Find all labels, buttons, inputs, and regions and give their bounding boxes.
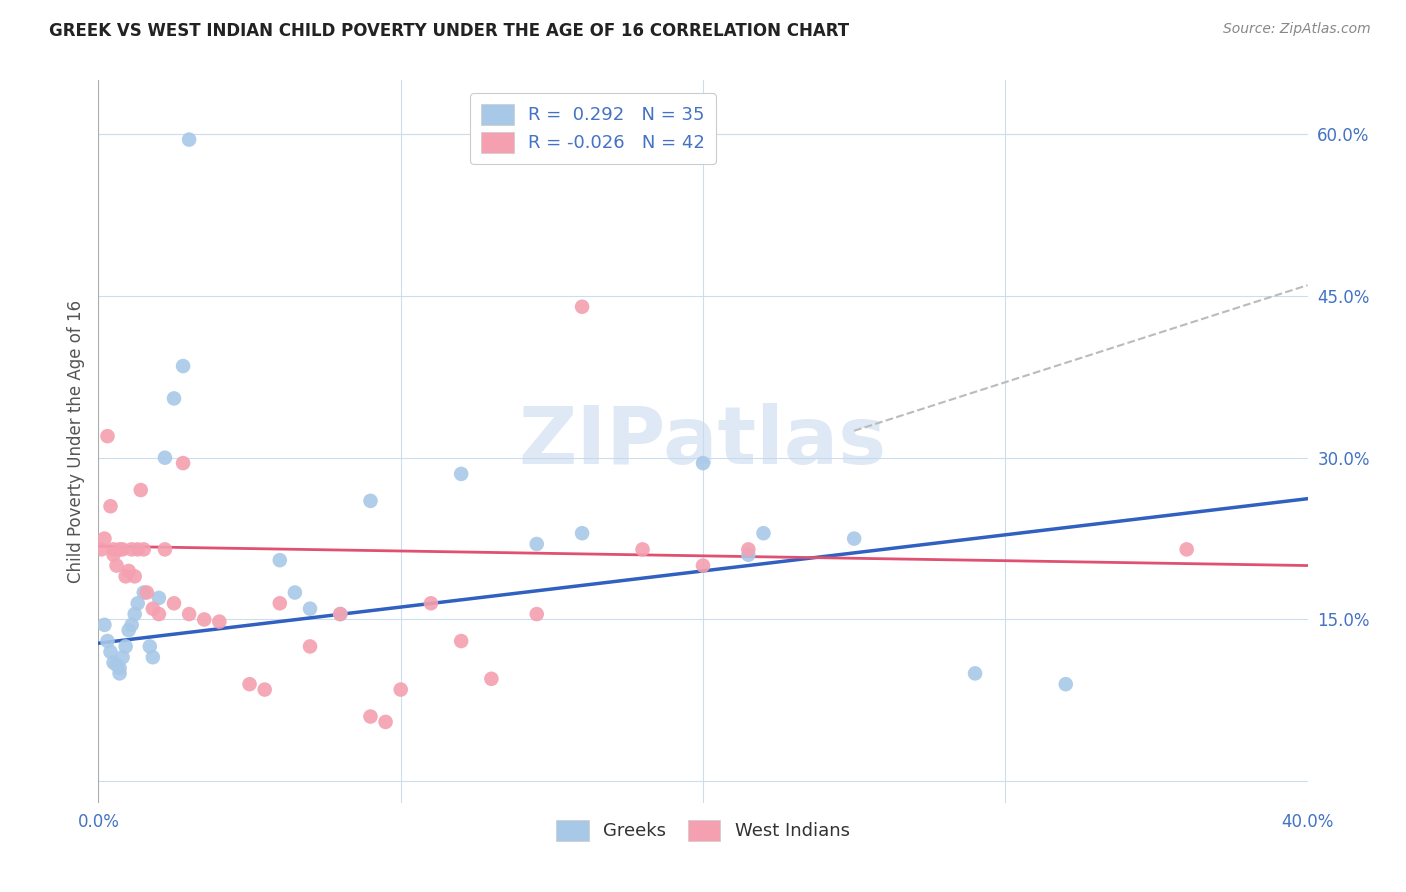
Point [360,709,382,723]
Point [571,300,593,314]
Point [631,542,654,557]
Point [450,634,472,648]
Point [239,677,262,691]
Point [1054,677,1077,691]
Point [965,666,987,681]
Point [93,532,115,546]
Point [153,450,176,465]
Point [329,607,352,621]
Point [844,532,866,546]
Point [299,640,322,654]
Point [284,585,307,599]
Point [208,615,231,629]
Point [420,596,443,610]
Point [127,542,149,557]
Point [127,596,149,610]
Point [148,591,170,605]
Point [193,612,215,626]
Point [118,564,141,578]
Point [124,569,146,583]
Point [374,714,396,729]
Point [124,607,146,621]
Point [121,618,143,632]
Point [135,585,157,599]
Point [692,456,714,470]
Point [253,682,276,697]
Point [105,657,128,672]
Point [121,542,143,557]
Point [114,569,136,583]
Point [737,542,759,557]
Point [269,553,291,567]
Point [132,585,155,599]
Point [752,526,775,541]
Point [114,640,136,654]
Text: Source: ZipAtlas.com: Source: ZipAtlas.com [1223,22,1371,37]
Point [389,682,412,697]
Point [1175,542,1198,557]
Point [163,596,186,610]
Text: ZIPatlas: ZIPatlas [519,402,887,481]
Point [108,666,131,681]
Y-axis label: Child Poverty Under the Age of 16: Child Poverty Under the Age of 16 [66,300,84,583]
Point [129,483,152,497]
Point [90,542,112,557]
Point [108,542,131,557]
Point [526,607,548,621]
Point [148,607,170,621]
Point [93,618,115,632]
Point [103,656,125,670]
Point [737,548,759,562]
Point [172,456,194,470]
Point [360,493,382,508]
Point [571,526,593,541]
Legend: Greeks, West Indians: Greeks, West Indians [548,813,858,848]
Point [692,558,714,573]
Text: GREEK VS WEST INDIAN CHILD POVERTY UNDER THE AGE OF 16 CORRELATION CHART: GREEK VS WEST INDIAN CHILD POVERTY UNDER… [49,22,849,40]
Point [139,640,162,654]
Point [153,542,176,557]
Point [132,542,155,557]
Point [142,650,165,665]
Point [100,645,122,659]
Point [481,672,503,686]
Point [172,359,194,373]
Point [450,467,472,481]
Point [96,429,118,443]
Point [299,601,322,615]
Point [163,392,186,406]
Point [100,500,122,514]
Point [118,624,141,638]
Point [111,650,134,665]
Point [96,634,118,648]
Point [103,542,125,557]
Point [111,542,134,557]
Point [142,601,165,615]
Point [329,607,352,621]
Point [526,537,548,551]
Point [103,548,125,562]
Point [179,132,201,146]
Point [108,661,131,675]
Point [105,558,128,573]
Point [179,607,201,621]
Point [269,596,291,610]
